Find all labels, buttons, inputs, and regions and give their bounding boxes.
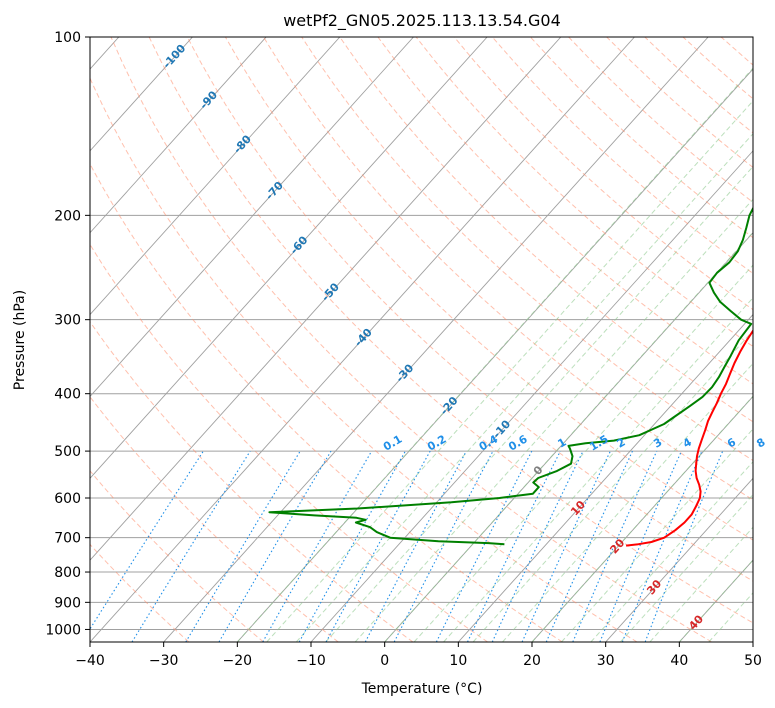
mixing-ratio-line: [298, 450, 406, 642]
isotherm-line: [531, 395, 753, 642]
x-tick-label: −20: [223, 653, 253, 669]
isotherm-line: [236, 68, 753, 642]
y-tick-label: 300: [54, 313, 81, 329]
temperature-profile-line: [625, 329, 753, 547]
isotherm-line: [163, 37, 709, 642]
mixing-ratio-line: [599, 450, 682, 642]
y-tick-label: 500: [54, 444, 81, 460]
x-tick-label: −40: [75, 653, 105, 669]
isotherm-line: [90, 37, 488, 479]
mixing-ratio-line: [435, 450, 533, 642]
isotherm-line: [90, 37, 414, 398]
isotherm-line: [90, 37, 341, 316]
x-tick-label: 0: [380, 653, 389, 669]
mixing-ratio-line: [90, 450, 204, 630]
moist-adiabat: [384, 231, 753, 642]
isotherm-line: [90, 37, 562, 561]
mixing-ratio-line: [644, 450, 724, 642]
isotherm-line: [384, 232, 753, 642]
dry-adiabat: [453, 37, 753, 311]
dry-adiabat: [339, 37, 753, 423]
y-axis-title: Pressure (hPa): [12, 290, 28, 390]
isotherm-line: [90, 37, 635, 642]
y-tick-label: 700: [54, 531, 81, 547]
dry-adiabat: [186, 37, 753, 582]
y-tick-label: 600: [54, 491, 81, 507]
dry-adiabat: [90, 76, 638, 642]
isotherm-line: [90, 37, 193, 152]
dry-adiabat: [90, 243, 488, 642]
x-tick-label: −30: [149, 653, 179, 669]
dewpoint-profile-line: [268, 206, 753, 546]
dry-adiabat: [377, 37, 753, 385]
mixing-ratio-line: [545, 450, 633, 642]
dry-adiabat: [90, 320, 414, 642]
dry-adiabat: [224, 37, 753, 541]
x-axis-ticks: −40 −30 −20 −10 0 10 20 30 40 50: [75, 642, 762, 669]
mixing-ratio-lines: [90, 450, 724, 642]
y-tick-label: 1000: [45, 622, 81, 638]
mixing-ratio-line: [325, 450, 431, 642]
x-tick-label: 30: [597, 653, 615, 669]
moist-adiabat: [354, 198, 753, 642]
isotherm-lines: [90, 37, 753, 642]
y-tick-label: 100: [54, 30, 81, 46]
dry-adiabat: [263, 37, 753, 501]
moist-adiabat-lines: [236, 67, 753, 642]
mixing-ratio-line: [621, 450, 703, 642]
y-axis-ticks: 100 200 300 400 500 600 700 800 900 1000: [45, 30, 90, 638]
moist-adiabat: [266, 100, 753, 642]
moist-adiabat: [325, 165, 753, 642]
dry-adiabat-lines: [90, 37, 753, 642]
y-tick-label: 900: [54, 595, 81, 611]
dry-adiabat: [90, 162, 563, 642]
mixing-ratio-line: [364, 450, 467, 642]
moist-adiabat: [295, 133, 753, 642]
dry-adiabat: [110, 37, 712, 642]
isotherm-line: [457, 313, 753, 642]
plot-frame: [89, 36, 754, 643]
y-tick-label: 200: [54, 208, 81, 224]
dry-adiabat: [148, 37, 753, 624]
y-tick-label: 400: [54, 387, 81, 403]
x-tick-label: 10: [449, 653, 467, 669]
isotherm-line: [90, 37, 267, 234]
mixing-ratio-line: [572, 450, 658, 642]
isotherm-line: [605, 477, 753, 642]
x-tick-label: 40: [670, 653, 688, 669]
mixing-ratio-line: [131, 450, 251, 642]
moist-adiabat: [236, 67, 753, 642]
profile-series: [268, 206, 753, 547]
x-tick-label: 20: [523, 653, 541, 669]
x-tick-label: 50: [744, 653, 762, 669]
y-tick-label: 800: [54, 565, 81, 581]
x-axis-title: Temperature (°C): [361, 681, 483, 697]
chart-title: wetPf2_GN05.2025.113.13.54.G04: [283, 11, 561, 31]
x-tick-label: −10: [296, 653, 326, 669]
dry-adiabat: [90, 470, 264, 642]
moist-adiabat: [413, 264, 753, 642]
mixing-ratio-label: 10: [773, 433, 775, 452]
